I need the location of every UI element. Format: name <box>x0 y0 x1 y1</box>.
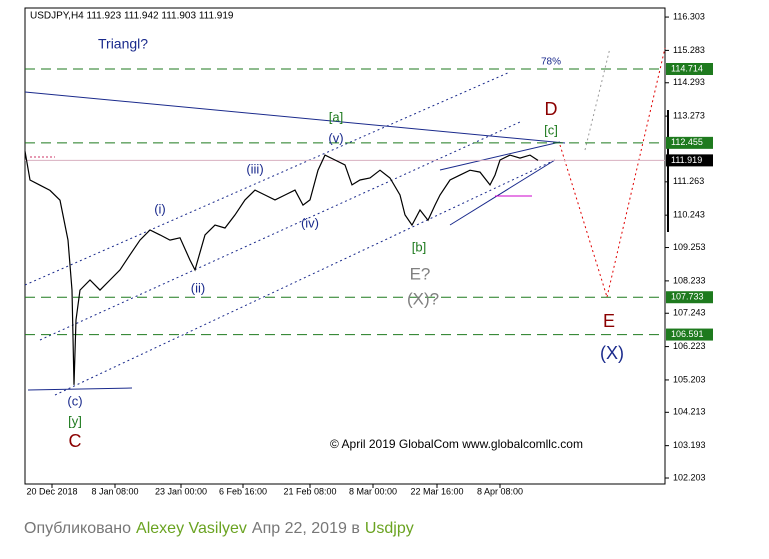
footer-date: Апр 22, 2019 в <box>251 520 360 537</box>
annotation: © April 2019 GlobalCom www.globalcomllc.… <box>330 437 583 451</box>
chart-title: USDJPY,H4 111.923 111.942 111.903 111.91… <box>30 11 234 22</box>
author-link[interactable]: Alexey Vasilyev <box>136 520 247 537</box>
x-tick-label: 22 Mar 16:00 <box>410 486 463 496</box>
y-tick-label: 108.233 <box>673 275 706 285</box>
annotation: [b] <box>412 239 426 254</box>
trend-line <box>606 47 666 298</box>
trend-line <box>559 144 608 298</box>
annotation: [c] <box>544 122 558 137</box>
annotation: (iv) <box>301 215 319 230</box>
annotation: C <box>69 431 82 451</box>
annotation: 78% <box>541 57 561 68</box>
y-tick-label: 105.203 <box>673 374 706 384</box>
level-label: 106.591 <box>671 329 704 339</box>
y-tick-label: 103.193 <box>673 440 706 450</box>
y-tick-label: 116.303 <box>673 11 705 21</box>
y-tick-label: 111.263 <box>673 176 704 186</box>
annotation: [y] <box>68 413 82 428</box>
annotation: Triangl? <box>98 36 148 52</box>
trend-line <box>584 47 611 151</box>
price-line <box>24 151 539 385</box>
y-tick-label: 115.283 <box>673 45 705 55</box>
trend-line <box>39 121 521 341</box>
level-box <box>666 328 713 341</box>
trend-line <box>54 159 556 396</box>
annotation: (iii) <box>246 161 263 176</box>
footer: Опубликовано Alexey Vasilyev Апр 22, 2019 … <box>24 520 419 538</box>
level-label: 107.733 <box>671 292 704 302</box>
level-label: 114.714 <box>671 63 703 73</box>
x-tick-label: 8 Mar 00:00 <box>349 486 397 496</box>
annotation: (X)? <box>407 289 439 308</box>
y-tick-label: 113.273 <box>673 110 705 120</box>
x-tick-label: 21 Feb 08:00 <box>283 486 336 496</box>
y-tick-label: 114.293 <box>673 77 705 87</box>
y-tick-label: 106.223 <box>673 341 706 351</box>
trend-line <box>439 141 561 171</box>
y-tick-label: 104.213 <box>673 407 706 417</box>
x-tick-label: 8 Jan 08:00 <box>91 486 138 496</box>
x-tick-label: 8 Apr 08:00 <box>477 486 523 496</box>
x-tick-label: 6 Feb 16:00 <box>219 486 267 496</box>
chart: USDJPY,H4 111.923 111.942 111.903 111.91… <box>24 7 713 496</box>
level-box <box>666 291 713 304</box>
annotation: D <box>545 99 558 119</box>
trend-line <box>449 159 556 226</box>
annotation: (i) <box>154 201 166 216</box>
trend-line <box>24 71 511 286</box>
y-tick-label: 102.203 <box>673 472 706 482</box>
level-box <box>666 136 713 149</box>
x-tick-label: 23 Jan 00:00 <box>155 486 207 496</box>
x-tick-label: 20 Dec 2018 <box>26 486 77 496</box>
last-price-label: 111.919 <box>671 155 702 165</box>
annotation: [a] <box>329 109 343 124</box>
annotation: E <box>603 311 615 331</box>
symbol-link[interactable]: Usdjpy <box>364 520 414 537</box>
y-tick-label: 110.243 <box>673 210 705 220</box>
annotation: E? <box>410 264 431 283</box>
annotation: (ii) <box>191 280 205 295</box>
level-label: 112.455 <box>671 137 703 147</box>
annotation: (v) <box>328 130 343 145</box>
footer-label: Опубликовано <box>24 520 132 537</box>
last-price-box <box>666 154 713 167</box>
trend-line <box>27 387 133 391</box>
annotation: (X) <box>600 343 624 363</box>
y-tick-label: 109.253 <box>673 242 706 252</box>
plot-frame <box>24 7 666 485</box>
annotation: (c) <box>67 393 82 408</box>
y-tick-label: 107.243 <box>673 308 706 318</box>
trend-line <box>24 91 566 144</box>
level-box <box>666 63 713 76</box>
